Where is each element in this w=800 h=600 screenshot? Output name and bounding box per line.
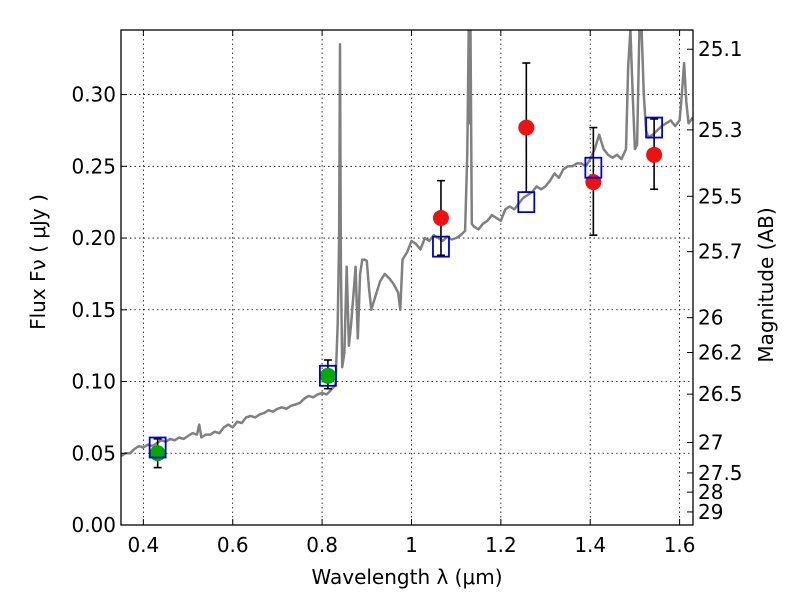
- x-tick-label: 0.8: [306, 533, 338, 557]
- x-axis-label: Wavelength λ (μm): [311, 565, 502, 589]
- x-tick-label: 1.6: [664, 533, 696, 557]
- model-photometry-point: [148, 436, 167, 459]
- grid: [121, 30, 693, 526]
- x-tick-label: 1.4: [574, 533, 606, 557]
- y-tick-label: 0.15: [71, 298, 116, 322]
- plot-frame: [120, 29, 694, 526]
- x-tick-label: 0.6: [217, 533, 249, 557]
- right-tick-label: 25.7: [698, 240, 743, 264]
- model-photometry-point: [584, 156, 603, 179]
- right-tick-label: 27.5: [698, 461, 743, 485]
- x-tick-label: 1: [405, 533, 418, 557]
- right-tick-label: 26.2: [698, 341, 743, 365]
- y-tick-label: 0.25: [71, 154, 116, 178]
- y-axis-label: Flux Fν ( μJy ): [26, 194, 50, 330]
- right-tick-label: 28: [698, 480, 723, 504]
- observed-point: [646, 146, 663, 163]
- axis-ticks: 0.4 0.6 0.8 1 1.2 1.4 1.6 0.00 0.05 0.10 0.15 0.20 0…: [71, 30, 743, 557]
- model-photometry-point: [432, 235, 450, 258]
- right-tick-label: 26: [698, 306, 723, 330]
- right-tick-label: 25.1: [698, 37, 743, 61]
- y-axis-right-label: Magnitude (AB): [754, 207, 778, 362]
- observed-point: [432, 209, 449, 226]
- y-tick-label: 0.20: [71, 226, 116, 250]
- right-tick-label: 25.5: [698, 184, 743, 208]
- spectrum-line: [121, 30, 693, 458]
- model-photometry-point: [645, 116, 664, 139]
- observed-point: [518, 119, 535, 136]
- x-tick-label: 0.4: [127, 533, 159, 557]
- y-tick-label: 0.10: [71, 370, 116, 394]
- x-tick-label: 1.2: [485, 533, 517, 557]
- right-tick-label: 26.5: [698, 382, 743, 406]
- observed-point: [585, 174, 602, 191]
- model-photometry-point: [517, 191, 536, 214]
- y-tick-label: 0.30: [71, 83, 116, 107]
- right-tick-label: 25.3: [698, 118, 743, 142]
- observed-point: [149, 445, 166, 462]
- observed-point: [319, 367, 336, 384]
- y-tick-label: 0.00: [71, 513, 116, 537]
- y-tick-label: 0.05: [71, 441, 116, 465]
- right-tick-label: 27: [698, 431, 723, 455]
- right-tick-label: 29: [698, 500, 723, 524]
- model-photometry-point: [319, 364, 337, 387]
- plot-area: [121, 30, 693, 469]
